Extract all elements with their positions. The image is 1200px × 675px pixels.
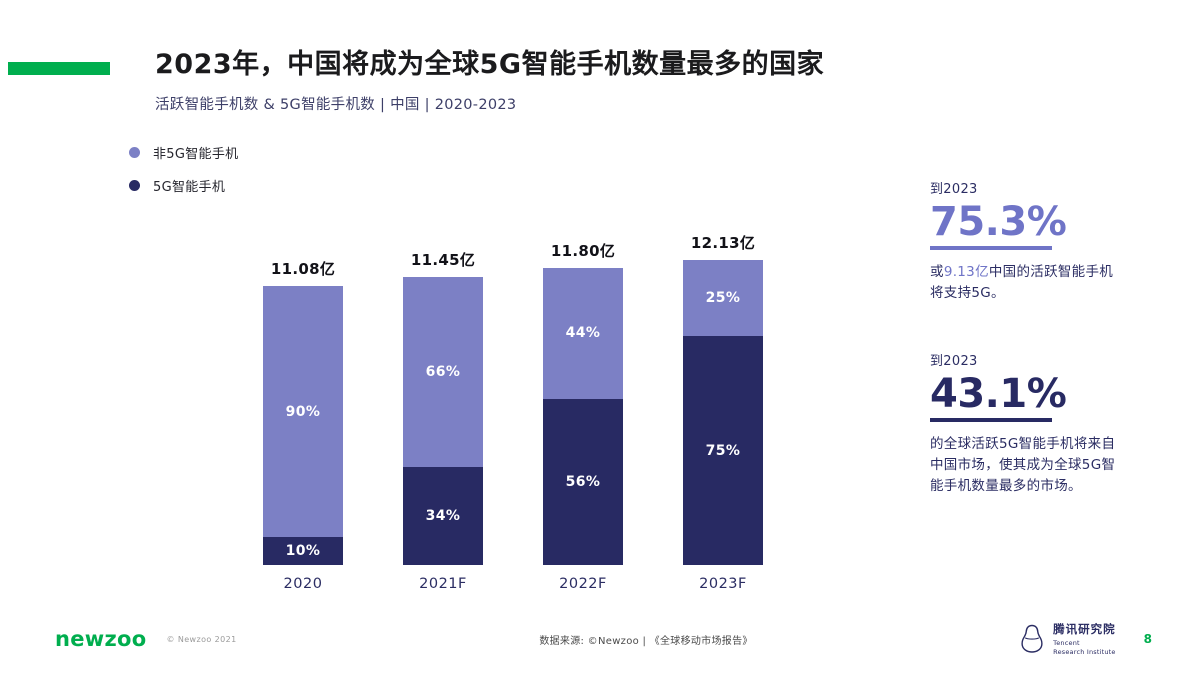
stat-desc-text: 中国的活跃智能手机将支持5G。 <box>930 264 1114 301</box>
tencent-research-institute: 腾讯研究院 Tencent Research Institute <box>1053 621 1116 657</box>
legend-label-5g: 5G智能手机 <box>153 180 226 195</box>
tencent-research-cn: 腾讯研究院 <box>1053 622 1116 637</box>
tencent-research-en-line1: Tencent <box>1053 639 1080 648</box>
bar-segment-5g: 34% <box>403 467 483 565</box>
bar-segment-5g: 56% <box>543 398 623 565</box>
page-title: 2023年，中国将成为全球5G智能手机数量最多的国家 <box>155 49 825 80</box>
stat-underline <box>930 246 1052 250</box>
x-axis-label: 2022F <box>559 576 607 592</box>
page-number: 8 <box>1143 632 1152 646</box>
stat-value: 43.1% <box>930 370 1067 417</box>
segment-percent-label: 75% <box>705 442 741 459</box>
bar-segment-non5g: 66% <box>403 277 483 468</box>
segment-percent-label: 10% <box>285 543 321 560</box>
stacked-bar: 66% 34% <box>403 277 483 565</box>
stat-description: 或9.13亿中国的活跃智能手机将支持5G。 <box>930 262 1120 304</box>
legend-item-non5g: 非5G智能手机 <box>129 143 238 162</box>
bar-total-label: 11.80亿 <box>550 242 616 260</box>
bar-segment-5g: 75% <box>683 336 763 565</box>
stat-china-5g-share: 到2023 75.3% 或9.13亿中国的活跃智能手机将支持5G。 <box>930 178 1165 304</box>
bar-group-2021f: 11.45亿 66% 34% 2021F <box>373 228 513 595</box>
bar-segment-non5g: 44% <box>543 268 623 399</box>
segment-percent-label: 34% <box>425 508 461 525</box>
x-axis-label: 2021F <box>419 576 467 592</box>
bar-group-2020: 11.08亿 90% 10% 2020 <box>233 228 373 595</box>
stats-panel: 到2023 75.3% 或9.13亿中国的活跃智能手机将支持5G。 到2023 … <box>930 178 1165 497</box>
x-axis-label: 2020 <box>283 576 323 592</box>
stacked-bar-chart: 11.08亿 90% 10% 2020 11.45亿 66% 34% 2021F 11.80亿 4… <box>233 228 793 595</box>
bar-total-label: 11.45亿 <box>410 251 476 269</box>
bar-segment-non5g: 25% <box>683 260 763 337</box>
footer-right: 腾讯研究院 Tencent Research Institute 8 <box>917 621 1152 657</box>
tencent-penguin-icon <box>1019 624 1045 654</box>
segment-percent-label: 90% <box>285 403 321 420</box>
bar-group-2023f: 12.13亿 25% 75% 2023F <box>653 228 793 595</box>
data-source-text: 数据来源: ©Newzoo | 《全球移动市场报告》 <box>539 635 753 647</box>
stat-desc-text: 或 <box>930 264 944 280</box>
bar-segment-non5g: 90% <box>263 286 343 538</box>
stat-value: 75.3% <box>930 199 1067 245</box>
legend-dot-non5g-icon <box>129 147 140 158</box>
stat-period: 到2023 <box>930 353 978 369</box>
bar-total-label: 11.08亿 <box>270 260 336 278</box>
newzoo-logo: newzoo <box>55 627 147 651</box>
legend-item-5g: 5G智能手机 <box>129 176 238 195</box>
stat-description: 的全球活跃5G智能手机将来自中国市场，使其成为全球5G智能手机数量最多的市场。 <box>930 435 1116 494</box>
tencent-research-en: Tencent Research Institute <box>1053 639 1116 657</box>
chart-legend: 非5G智能手机 5G智能手机 <box>129 143 238 209</box>
legend-label-non5g: 非5G智能手机 <box>153 147 239 162</box>
bar-group-2022f: 11.80亿 44% 56% 2022F <box>513 228 653 595</box>
bar-segment-5g: 10% <box>263 537 343 565</box>
header: 2023年，中国将成为全球5G智能手机数量最多的国家 活跃智能手机数 & 5G智… <box>155 42 824 114</box>
stacked-bar: 44% 56% <box>543 268 623 565</box>
segment-percent-label: 66% <box>425 364 461 381</box>
stat-period: 到2023 <box>930 182 978 197</box>
accent-bar <box>8 62 110 75</box>
legend-dot-5g-icon <box>129 180 140 191</box>
stat-desc-highlight: 9.13亿 <box>943 264 989 280</box>
copyright-text: © Newzoo 2021 <box>166 634 237 644</box>
stat-global-5g-share: 到2023 43.1% 的全球活跃5G智能手机将来自中国市场，使其成为全球5G智… <box>930 350 1165 497</box>
bar-total-label: 12.13亿 <box>690 234 756 252</box>
segment-percent-label: 56% <box>565 473 601 490</box>
tencent-research-en-line2: Research Institute <box>1053 648 1116 656</box>
segment-percent-label: 25% <box>705 290 741 307</box>
footer: newzoo © Newzoo 2021 数据来源: ©Newzoo | 《全球… <box>0 615 1200 663</box>
segment-percent-label: 44% <box>565 325 601 342</box>
footer-left: newzoo © Newzoo 2021 <box>55 627 375 651</box>
stacked-bar: 25% 75% <box>683 260 763 565</box>
x-axis-label: 2023F <box>699 576 747 592</box>
page-subtitle: 活跃智能手机数 & 5G智能手机数 | 中国 | 2020-2023 <box>155 97 517 113</box>
stacked-bar: 90% 10% <box>263 286 343 565</box>
stat-underline <box>930 417 1052 422</box>
